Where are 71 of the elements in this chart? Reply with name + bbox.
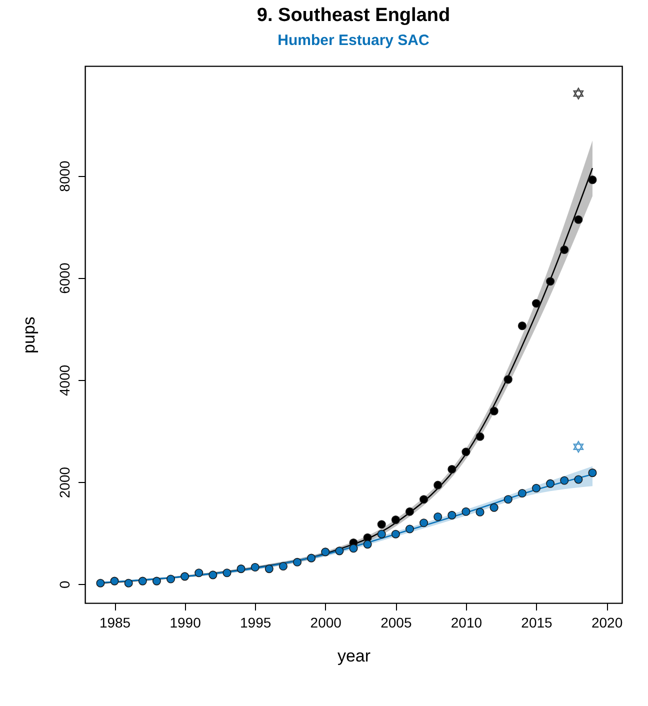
y-tick-label: 4000 (56, 364, 72, 396)
point (560, 246, 569, 254)
point (405, 507, 414, 516)
point (504, 375, 512, 384)
point (236, 564, 246, 574)
point (560, 476, 569, 485)
point (96, 578, 105, 588)
point (377, 520, 386, 529)
point (588, 176, 597, 184)
point (573, 88, 584, 100)
point (518, 488, 526, 498)
point (349, 544, 358, 553)
point (377, 530, 386, 538)
point (462, 507, 470, 516)
point (546, 277, 555, 286)
point (278, 562, 288, 571)
y-tick-label: 0 (56, 580, 72, 589)
y-tick-label: 6000 (56, 262, 72, 294)
chart-title: 9. Southeast England (256, 5, 450, 26)
point (194, 568, 204, 578)
point (420, 495, 428, 504)
point (476, 508, 484, 516)
y-axis-title: pups (20, 316, 38, 354)
point (434, 480, 442, 490)
point (222, 568, 232, 578)
point (138, 576, 147, 586)
point (166, 574, 176, 584)
point (448, 510, 456, 520)
point (490, 406, 498, 416)
point (363, 540, 372, 549)
point (504, 495, 512, 504)
chart-subtitle: Humber Estuary SAC (278, 32, 430, 49)
point (152, 576, 161, 586)
point (588, 468, 597, 478)
x-tick-label: 2000 (310, 614, 342, 630)
point (391, 516, 400, 524)
point (307, 554, 316, 562)
point (250, 563, 260, 572)
point (490, 503, 498, 512)
point (180, 572, 190, 581)
point (448, 464, 456, 474)
point (208, 570, 218, 580)
point (574, 475, 583, 484)
point (391, 530, 400, 538)
point (573, 440, 584, 453)
x-tick-label: 2015 (521, 614, 553, 630)
point (321, 548, 330, 556)
point (574, 215, 583, 224)
point (110, 576, 119, 586)
point (462, 448, 470, 456)
point (335, 546, 344, 556)
x-tick-label: 1985 (99, 614, 131, 630)
point (292, 558, 302, 566)
x-tick-label: 2005 (380, 614, 412, 630)
x-axis-title: year (337, 646, 371, 666)
point (405, 524, 414, 534)
point (546, 479, 555, 488)
point (476, 432, 484, 441)
y-tick-label: 2000 (56, 466, 72, 498)
point (124, 578, 133, 588)
point (518, 322, 526, 330)
x-tick-label: 2020 (591, 614, 623, 630)
point (532, 484, 541, 492)
point (264, 564, 274, 574)
point (434, 512, 442, 521)
x-tick-label: 2010 (450, 614, 482, 630)
x-tick-label: 1990 (170, 614, 202, 630)
y-tick-label: 8000 (56, 160, 72, 192)
point (420, 518, 428, 528)
point (532, 299, 541, 308)
x-tick-label: 1995 (240, 614, 272, 630)
